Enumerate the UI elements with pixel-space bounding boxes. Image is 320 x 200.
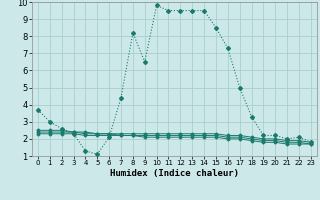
X-axis label: Humidex (Indice chaleur): Humidex (Indice chaleur) [110,169,239,178]
